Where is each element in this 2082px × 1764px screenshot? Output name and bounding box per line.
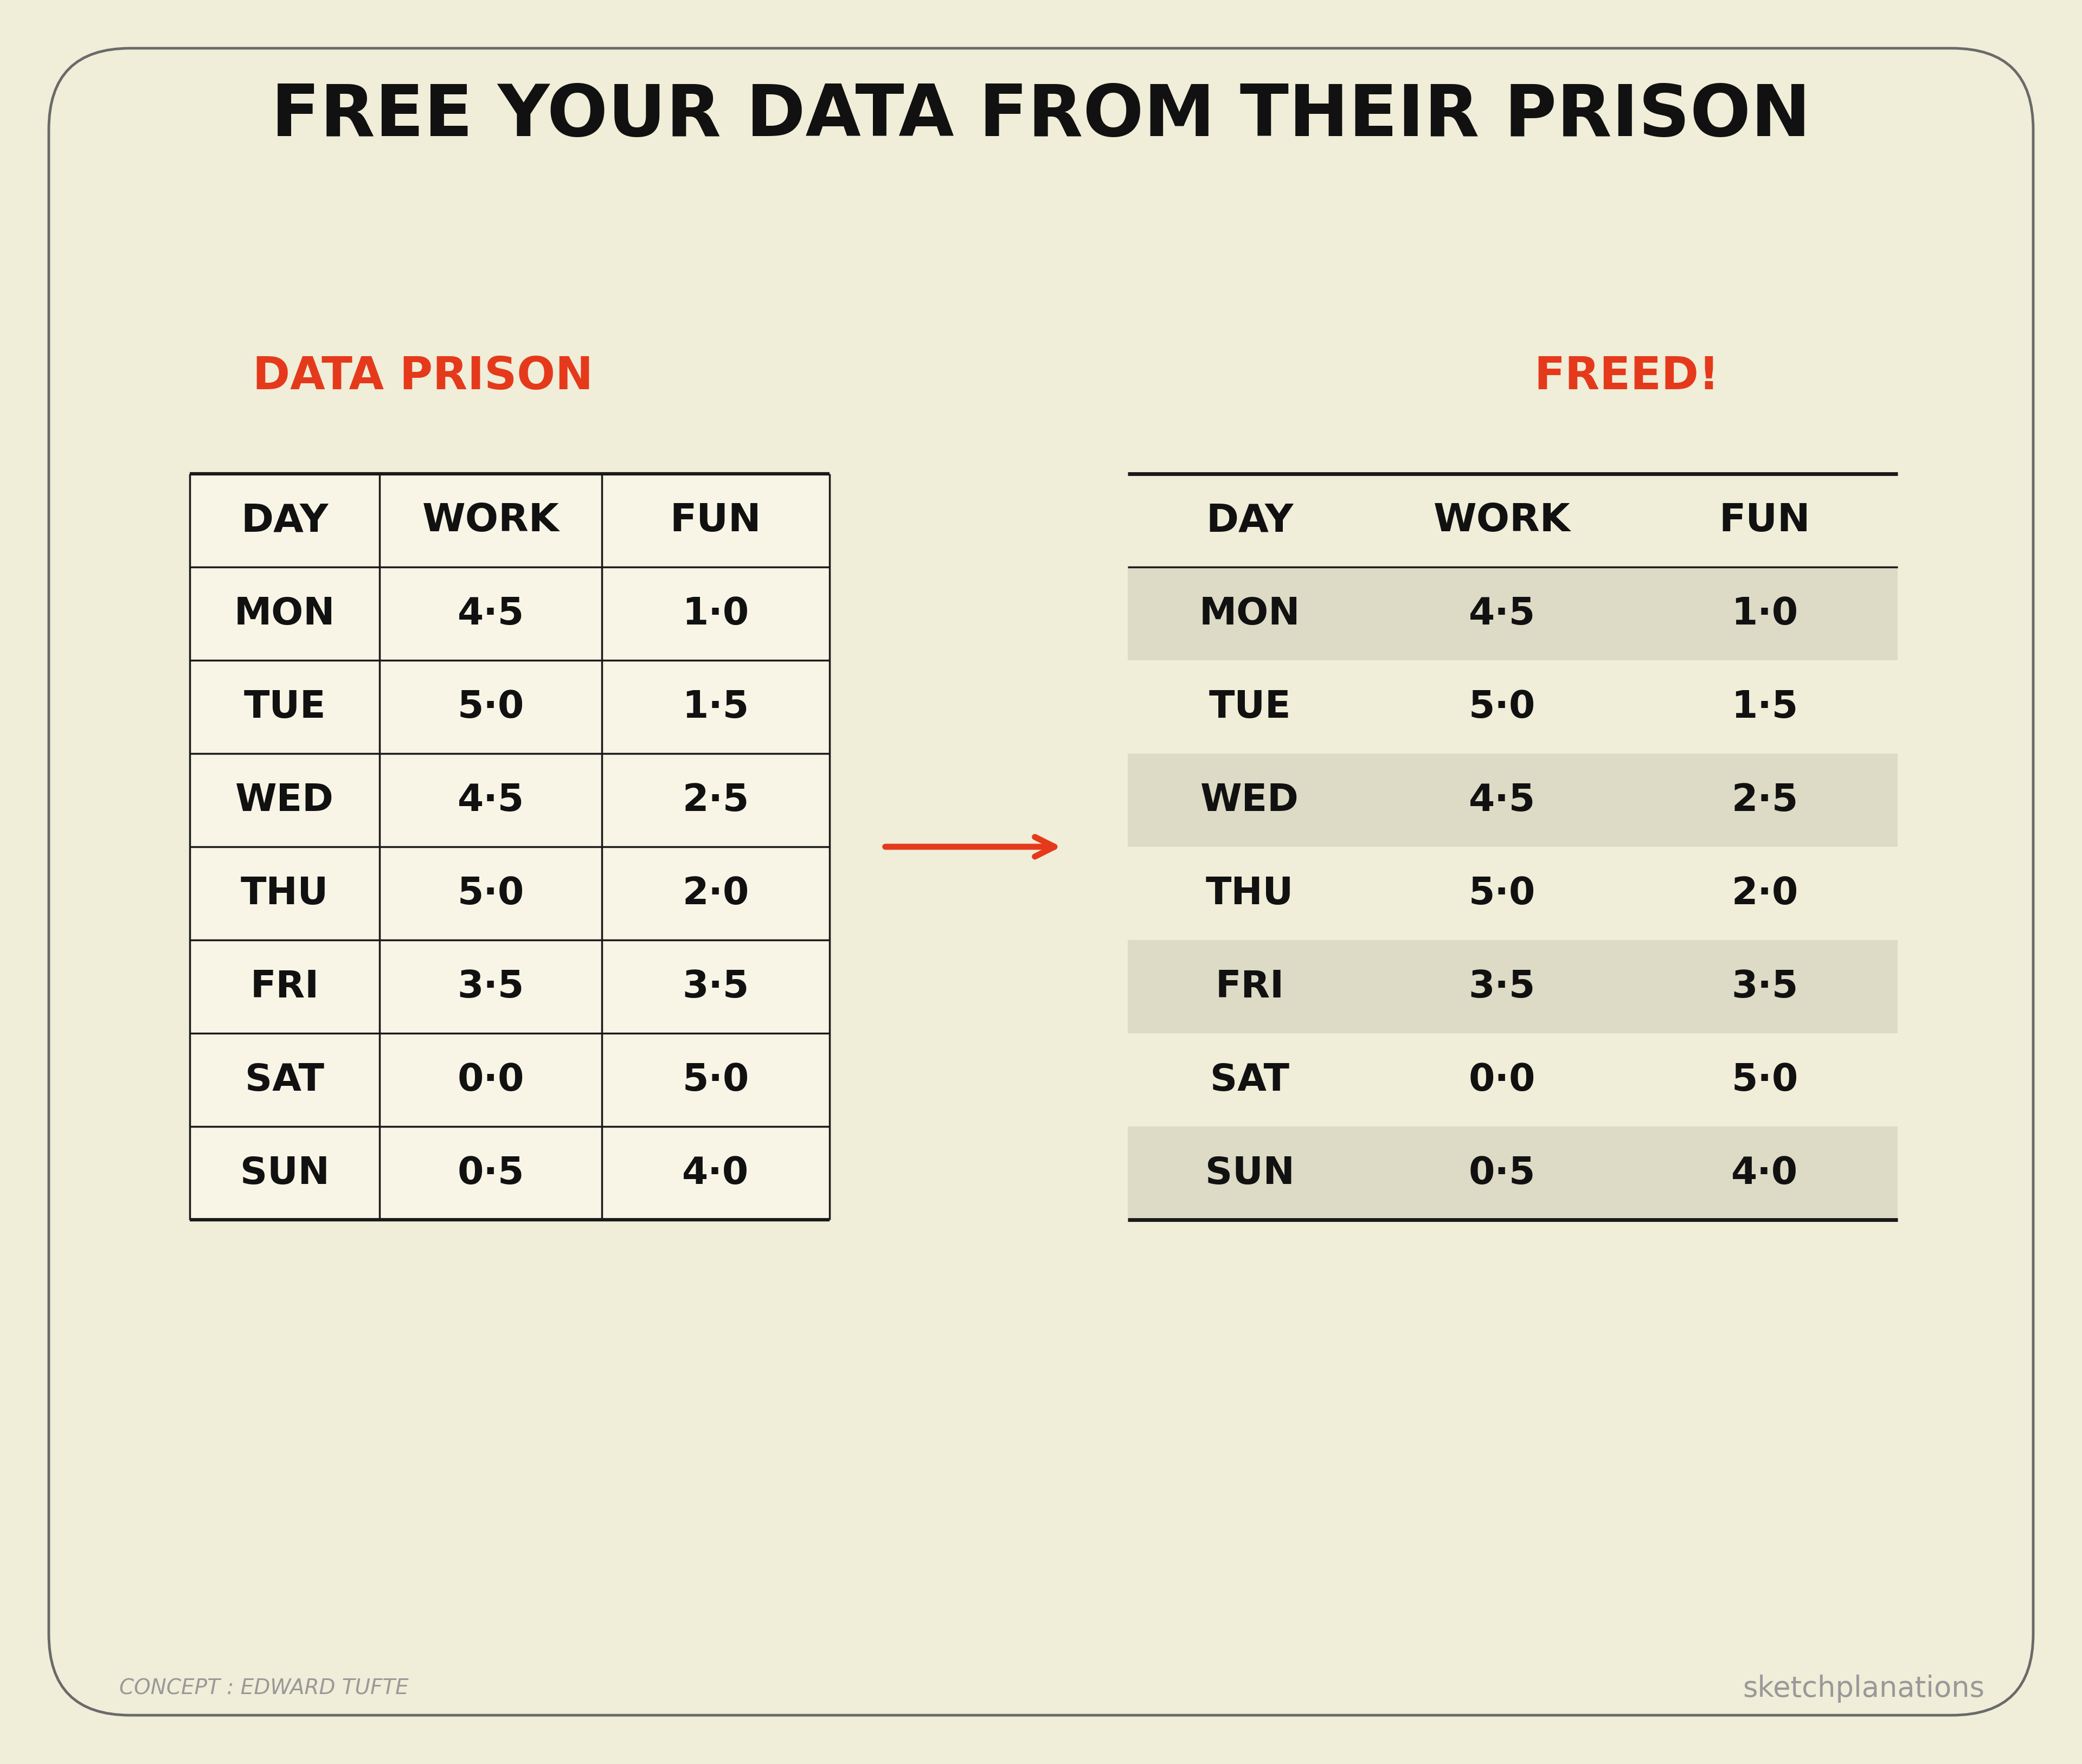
Text: WORK: WORK (1432, 503, 1570, 540)
Text: 0·5: 0·5 (1468, 1155, 1534, 1191)
Bar (1128, 753, 1897, 847)
Text: THU: THU (242, 875, 329, 912)
Text: TUE: TUE (1210, 690, 1291, 725)
Text: SAT: SAT (246, 1062, 325, 1099)
Text: 1·5: 1·5 (683, 690, 750, 725)
Text: 3·5: 3·5 (458, 968, 525, 1005)
Bar (189, 475, 829, 1221)
Text: 0·0: 0·0 (1468, 1062, 1534, 1099)
Text: 4·5: 4·5 (1468, 596, 1534, 632)
Bar (1128, 568, 1897, 662)
Text: 2·0: 2·0 (1732, 875, 1799, 912)
Text: 0·5: 0·5 (458, 1155, 525, 1191)
Text: CONCEPT : EDWARD TUFTE: CONCEPT : EDWARD TUFTE (119, 1678, 408, 1699)
Text: WED: WED (235, 781, 333, 818)
Text: 3·5: 3·5 (683, 968, 750, 1005)
Text: 5·0: 5·0 (458, 875, 525, 912)
Text: 4·5: 4·5 (458, 596, 525, 632)
Text: THU: THU (1205, 875, 1293, 912)
Text: 5·0: 5·0 (458, 690, 525, 725)
Text: MON: MON (233, 596, 335, 632)
Text: 5·0: 5·0 (683, 1062, 750, 1099)
Text: SUN: SUN (1205, 1155, 1295, 1191)
Text: 4·0: 4·0 (683, 1155, 750, 1191)
Text: 3·5: 3·5 (1732, 968, 1799, 1005)
Text: SAT: SAT (1210, 1062, 1289, 1099)
Text: 2·5: 2·5 (683, 781, 750, 818)
Bar (1128, 940, 1897, 1034)
Text: MON: MON (1199, 596, 1301, 632)
Text: 4·5: 4·5 (1468, 781, 1534, 818)
Text: 2·5: 2·5 (1732, 781, 1799, 818)
Text: FUN: FUN (670, 503, 762, 540)
Bar (1128, 1127, 1897, 1221)
Text: TUE: TUE (244, 690, 325, 725)
Text: FRI: FRI (250, 968, 319, 1005)
Text: 0·0: 0·0 (458, 1062, 525, 1099)
Text: 2·0: 2·0 (683, 875, 750, 912)
Text: 4·5: 4·5 (458, 781, 525, 818)
Text: 5·0: 5·0 (1732, 1062, 1799, 1099)
Text: 3·5: 3·5 (1468, 968, 1534, 1005)
Text: 1·0: 1·0 (683, 596, 750, 632)
Text: SUN: SUN (239, 1155, 329, 1191)
Text: 5·0: 5·0 (1468, 690, 1534, 725)
Text: FREE YOUR DATA FROM THEIR PRISON: FREE YOUR DATA FROM THEIR PRISON (271, 83, 1811, 152)
Text: FRI: FRI (1216, 968, 1285, 1005)
Text: FUN: FUN (1720, 503, 1811, 540)
Text: 1·0: 1·0 (1732, 596, 1799, 632)
FancyBboxPatch shape (48, 49, 2034, 1715)
Text: 4·0: 4·0 (1732, 1155, 1799, 1191)
Text: WED: WED (1201, 781, 1299, 818)
Text: 1·5: 1·5 (1732, 690, 1799, 725)
Text: sketchplanations: sketchplanations (1743, 1674, 1984, 1702)
Text: DAY: DAY (1205, 503, 1293, 540)
Text: DAY: DAY (242, 503, 329, 540)
Text: FREED!: FREED! (1534, 355, 1720, 399)
Text: DATA PRISON: DATA PRISON (252, 355, 593, 399)
Text: WORK: WORK (423, 503, 560, 540)
Text: 5·0: 5·0 (1468, 875, 1534, 912)
